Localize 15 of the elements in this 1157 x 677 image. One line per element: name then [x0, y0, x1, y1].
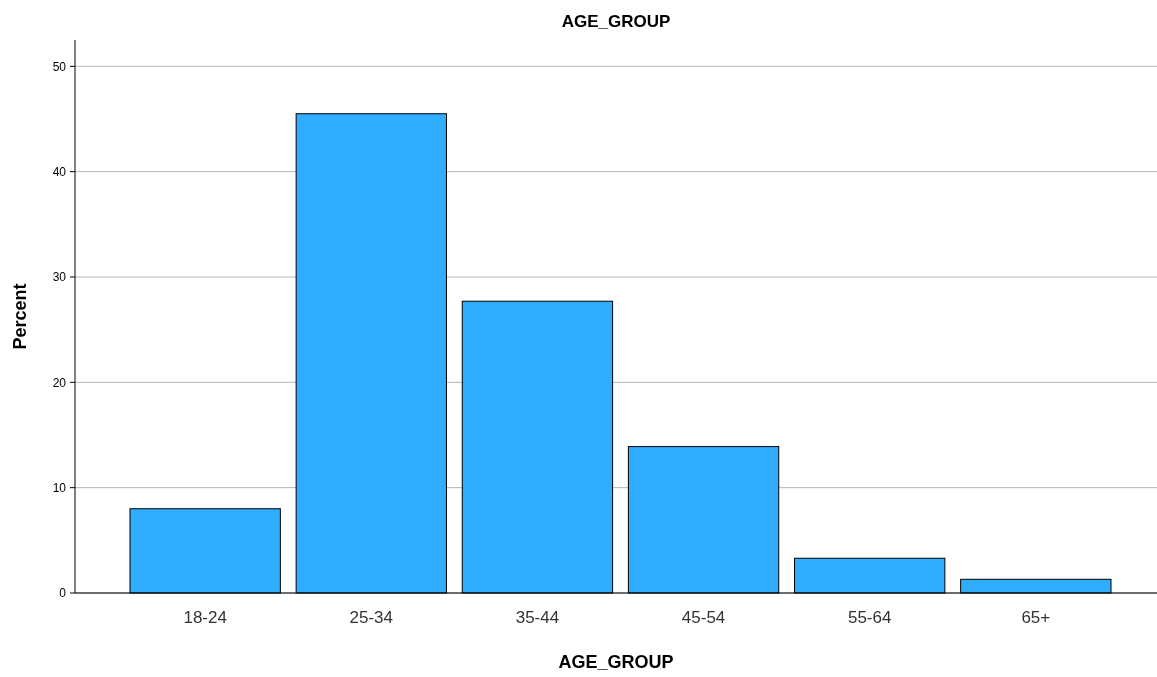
y-tick-label: 40: [52, 164, 67, 179]
y-tick-label: 50: [52, 59, 67, 74]
y-axis-title: Percent: [10, 283, 30, 350]
y-tick-label: 20: [52, 375, 67, 390]
x-tick-label: 18-24: [183, 608, 227, 627]
y-tick-label: 0: [59, 586, 67, 601]
x-tick-label: 55-64: [847, 608, 892, 627]
x-tick-label: 65+: [1021, 608, 1051, 627]
y-tick-label: 10: [52, 480, 67, 495]
x-axis-title: AGE_GROUP: [558, 652, 674, 672]
chart-title: AGE_GROUP: [561, 12, 671, 31]
y-tick-label: 30: [52, 270, 67, 285]
x-tick-label: 35-44: [515, 608, 560, 627]
x-tick-label: 45-54: [681, 608, 726, 627]
x-tick-label: 25-34: [349, 608, 394, 627]
